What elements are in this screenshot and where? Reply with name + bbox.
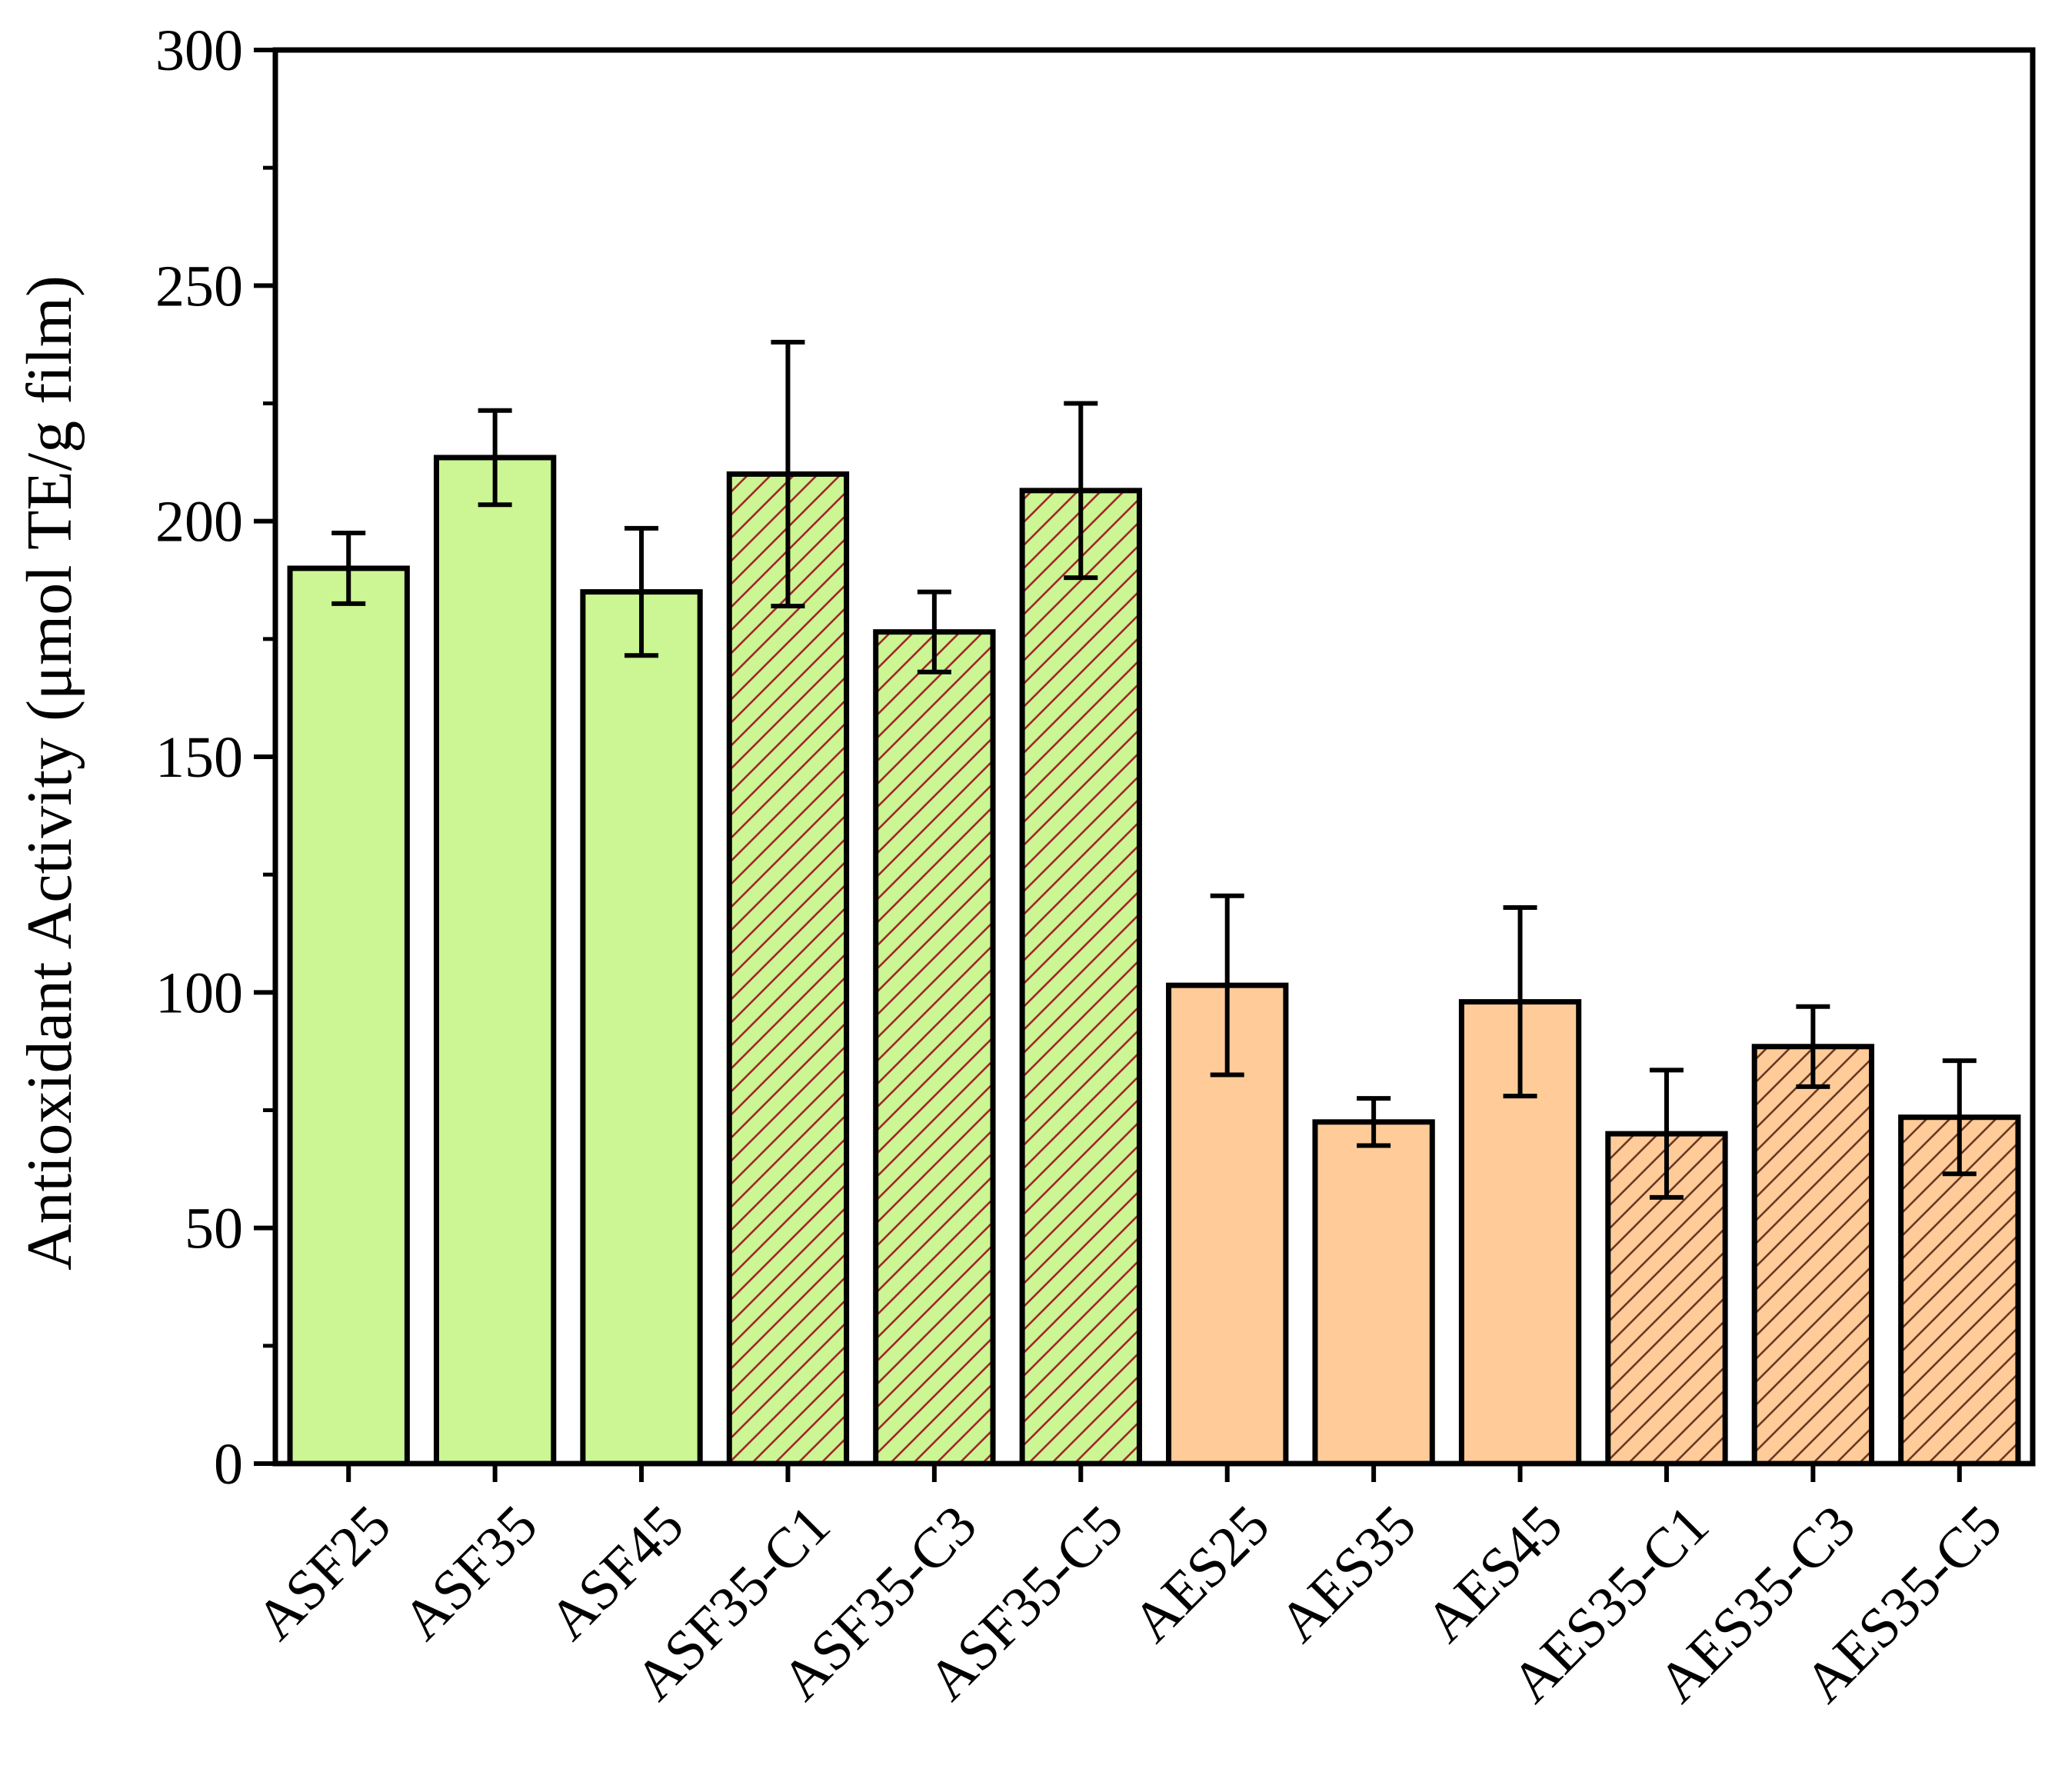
axes-layer xyxy=(254,47,2036,1482)
x-tick-label-AES35: AES35 xyxy=(1267,1494,1428,1654)
y-tick-label-0: 0 xyxy=(214,1432,243,1497)
bar-AES35 xyxy=(1314,1121,1433,1464)
error-bars-layer xyxy=(331,339,1977,1200)
y-tick-label-150: 150 xyxy=(155,725,243,790)
bar-hatch-AES35-C3 xyxy=(1754,1046,1872,1464)
bar-hatch-ASF35-C5 xyxy=(1022,490,1140,1464)
y-tick-label-100: 100 xyxy=(155,961,243,1025)
x-tick-label-AES25: AES25 xyxy=(1121,1494,1281,1654)
y-tick-label-300: 300 xyxy=(155,18,243,83)
y-axis-title: Antioxidant Activity (μmol TE/g film) xyxy=(14,275,85,1271)
error-bar-ASF35-C5 xyxy=(1064,401,1098,581)
error-bar-AES35-C5 xyxy=(1942,1058,1977,1177)
plot-frame xyxy=(272,47,2036,1467)
error-bar-ASF35-C3 xyxy=(917,589,951,674)
x-tick-label-ASF35: ASF35 xyxy=(391,1494,549,1652)
bar-ASF35 xyxy=(436,457,554,1464)
y-tick-label-50: 50 xyxy=(185,1197,243,1261)
bar-hatch-ASF35-C3 xyxy=(875,631,994,1464)
error-bar-AES35 xyxy=(1357,1096,1391,1148)
bar-ASF45 xyxy=(582,591,701,1464)
error-bar-AES35-C1 xyxy=(1649,1068,1684,1200)
error-bar-AES25 xyxy=(1210,893,1244,1078)
y-tick-label-200: 200 xyxy=(155,490,243,555)
error-bar-ASF35-C1 xyxy=(771,339,805,608)
error-bar-AES35-C3 xyxy=(1796,1004,1830,1089)
error-bar-ASF35 xyxy=(478,408,512,508)
bar-hatch-ASF35-C1 xyxy=(729,474,847,1464)
error-bar-AES45 xyxy=(1503,905,1537,1099)
x-tick-label-ASF25: ASF25 xyxy=(245,1494,403,1652)
bar-ASF25 xyxy=(290,568,408,1464)
error-bar-ASF25 xyxy=(331,530,366,606)
bars-layer xyxy=(287,455,2021,1467)
error-bar-ASF45 xyxy=(624,525,659,658)
y-tick-label-250: 250 xyxy=(155,254,243,318)
